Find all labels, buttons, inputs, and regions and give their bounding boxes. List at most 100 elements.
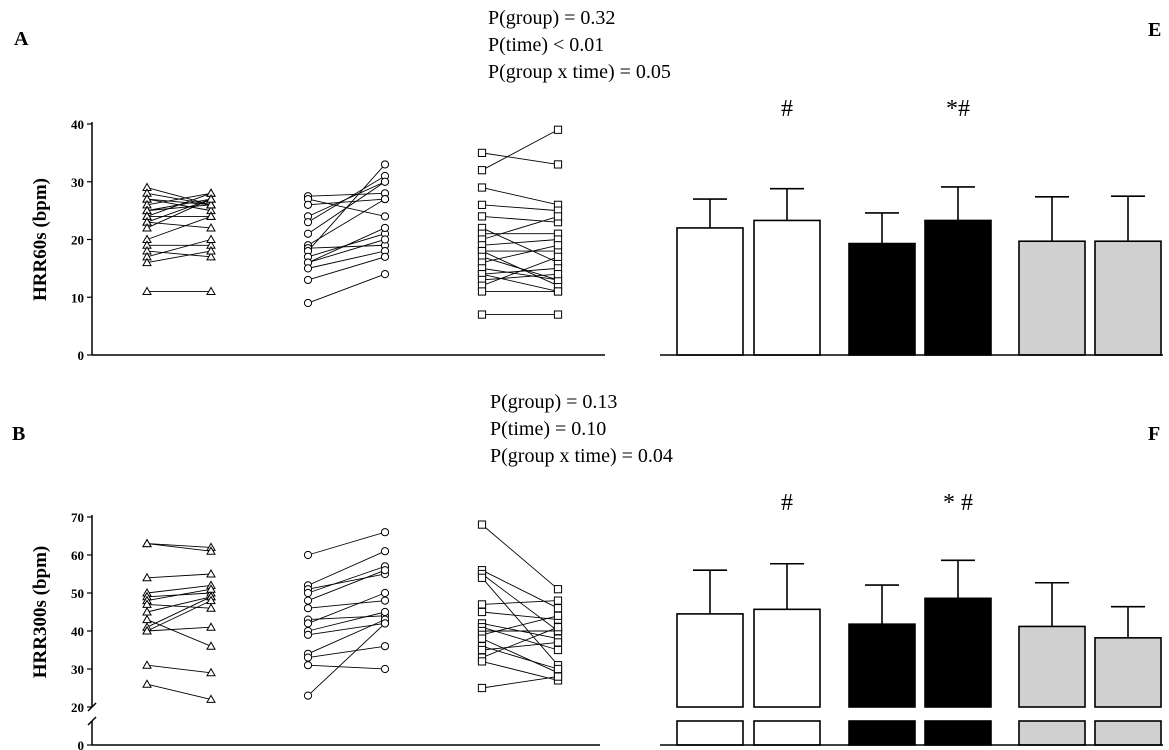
triangle-point (206, 211, 216, 220)
y-tick-label: 0 (78, 738, 85, 750)
square-point (477, 657, 487, 666)
triangle-point (206, 595, 216, 605)
stat-line: P(group) = 0.32 (488, 7, 615, 29)
circle-point (380, 194, 390, 204)
circle-point (303, 229, 313, 238)
y-tick-label: 50 (71, 586, 84, 601)
subject-line (307, 273, 386, 304)
bar (848, 242, 916, 356)
circle-point (380, 596, 390, 605)
triangle-point (206, 234, 216, 243)
subject-line (146, 215, 212, 240)
subject-line (146, 204, 212, 212)
circle-point (303, 630, 313, 639)
square-point (553, 241, 563, 250)
circle-point (380, 235, 390, 244)
subject-line (307, 645, 386, 659)
subject-line (307, 250, 386, 269)
bar (753, 608, 821, 708)
square-point (553, 664, 563, 674)
circle-point (380, 270, 390, 279)
subject-line (481, 256, 559, 287)
subject-line (481, 215, 559, 240)
subject-line (146, 683, 212, 700)
bar-lower-segment (848, 720, 916, 746)
subject-line (146, 619, 212, 647)
circle-point (303, 218, 313, 227)
subject-line (481, 569, 559, 609)
subject-line (481, 626, 559, 659)
triangle-point (206, 603, 216, 612)
subject-line (481, 152, 559, 165)
panel-label-e: E (1148, 19, 1161, 41)
subject-line (307, 198, 386, 246)
y-tick-label: 10 (71, 290, 84, 305)
circle-point (380, 528, 390, 537)
subject-line (481, 227, 559, 264)
subject-line (146, 192, 212, 206)
triangle-point (206, 246, 216, 255)
square-point (553, 638, 563, 647)
y-tick-label: 30 (71, 175, 84, 190)
subject-line (146, 250, 212, 258)
bar (753, 219, 821, 356)
subject-line (481, 641, 559, 651)
triangle-point (206, 222, 216, 232)
y-tick-label: 40 (71, 624, 84, 639)
subject-line (146, 239, 212, 258)
bar (1018, 240, 1086, 356)
subject-line (307, 592, 386, 624)
square-point (553, 596, 563, 605)
subject-line (307, 600, 386, 609)
subject-line (481, 129, 559, 171)
triangle-point (142, 572, 152, 582)
circle-point (380, 607, 390, 617)
bar (1094, 240, 1162, 356)
square-point (553, 310, 563, 319)
square-point (477, 287, 487, 296)
subject-line (146, 573, 212, 579)
bar (1018, 625, 1086, 708)
circle-point (303, 653, 313, 662)
circle-point (303, 275, 313, 285)
subject-line (481, 256, 559, 281)
significance-mark: # (781, 490, 793, 516)
subject-line (146, 543, 212, 552)
panel-label-f: F (1148, 423, 1160, 445)
subject-line (146, 198, 212, 223)
y-axis-label: HRR300s (bpm) (30, 546, 51, 678)
y-tick-label: 40 (71, 117, 84, 132)
triangle-point (142, 257, 152, 267)
stat-line: P(group x time) = 0.05 (488, 61, 671, 83)
subject-line (481, 273, 559, 281)
circle-point (380, 642, 390, 651)
subject-line (307, 619, 386, 655)
subject-line (481, 611, 559, 621)
circle-point (380, 588, 390, 598)
subject-line (307, 664, 386, 670)
square-point (553, 672, 563, 681)
bar (676, 227, 744, 356)
circle-point (303, 596, 313, 605)
square-point (553, 212, 563, 221)
circle-point (303, 264, 313, 273)
triangle-point (206, 546, 216, 555)
square-point (477, 166, 487, 175)
subject-line (481, 645, 559, 670)
subject-line (146, 221, 212, 229)
subject-line (307, 550, 386, 586)
triangle-point (206, 694, 216, 703)
square-point (553, 604, 563, 613)
square-point (477, 645, 487, 655)
panel-label-a: A (14, 28, 29, 50)
square-point (553, 287, 563, 296)
subject-line (307, 531, 386, 556)
circle-point (380, 252, 390, 261)
square-point (477, 310, 487, 319)
square-point (477, 634, 487, 643)
circle-point (303, 550, 313, 560)
subject-line (146, 596, 212, 613)
subject-line (307, 623, 386, 696)
square-point (553, 585, 563, 594)
